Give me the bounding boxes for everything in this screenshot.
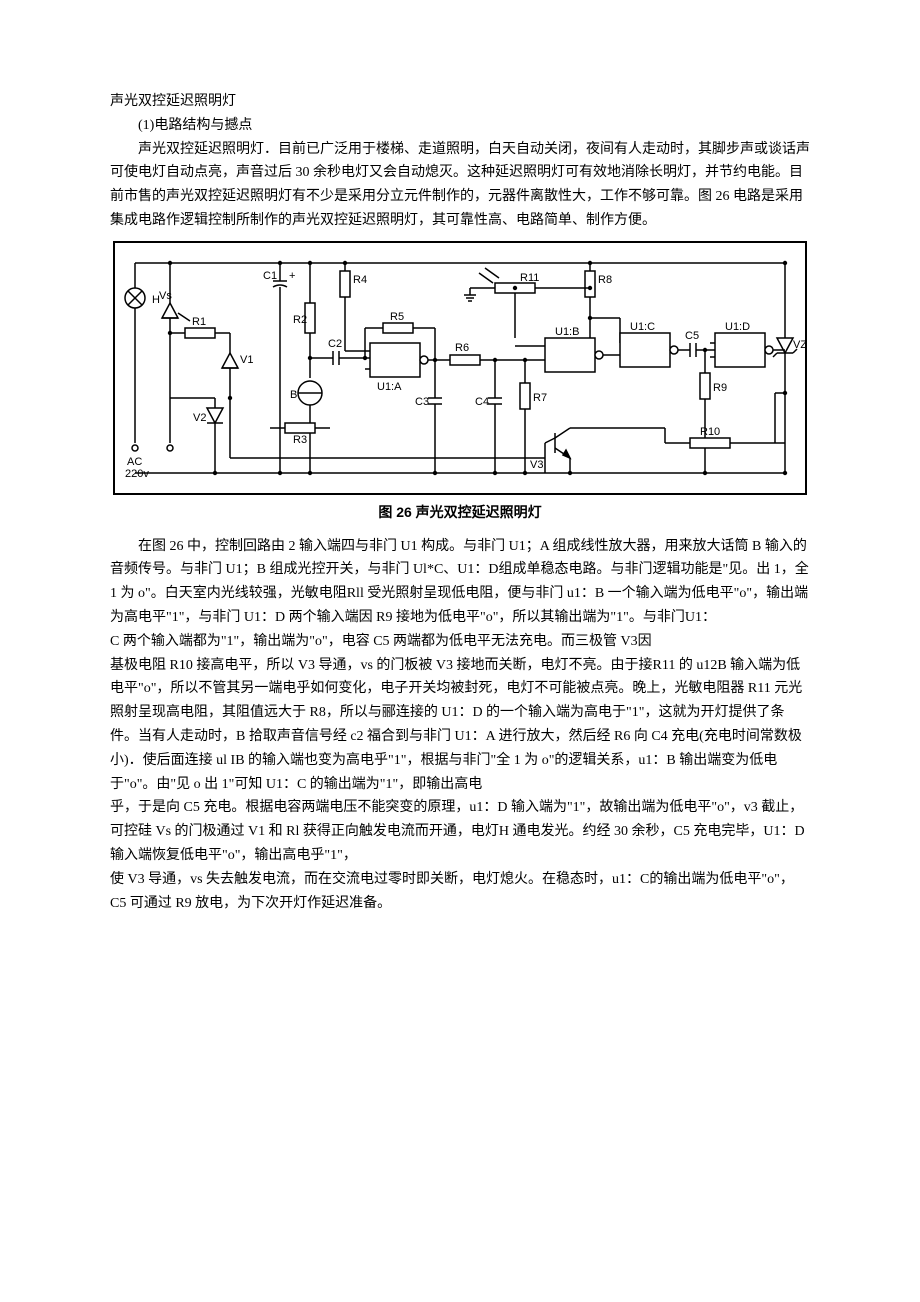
para-1: 声光双控延迟照明灯．目前已广泛用于楼梯、走道照明，白天自动关闭，夜间有人走动时，… [110, 138, 810, 233]
svg-text:U1:A: U1:A [377, 381, 402, 393]
svg-text:R8: R8 [598, 274, 612, 286]
svg-text:C2: C2 [328, 338, 342, 350]
figure-caption: 图 26 声光双控延迟照明灯 [110, 501, 810, 525]
svg-text:R5: R5 [390, 311, 404, 323]
svg-text:R6: R6 [455, 342, 469, 354]
svg-text:R1: R1 [192, 316, 206, 328]
para-3: C 两个输入端都为"1"，输出端为"o"，电容 C5 两端都为低电平无法充电。而… [110, 630, 810, 654]
para-2: 在图 26 中，控制回路由 2 输入端四与非门 U1 构成。与非门 U1；A 组… [110, 535, 810, 630]
para-6: 使 V3 导通，vs 失去触发电流，而在交流电过零时即关断，电灯熄火。在稳态时，… [110, 868, 810, 916]
svg-text:+: + [289, 270, 295, 282]
svg-text:R10: R10 [700, 426, 720, 438]
svg-text:R7: R7 [533, 392, 547, 404]
svg-text:U1:B: U1:B [555, 326, 579, 338]
svg-text:VZ: VZ [793, 339, 807, 351]
svg-text:V1: V1 [240, 354, 253, 366]
svg-text:V3: V3 [530, 459, 543, 471]
svg-text:R9: R9 [713, 382, 727, 394]
svg-text:V2: V2 [193, 412, 206, 424]
svg-text:B: B [290, 389, 297, 401]
svg-text:U1:D: U1:D [725, 321, 750, 333]
svg-text:R4: R4 [353, 274, 367, 286]
subtitle: (1)电路结构与撼点 [110, 114, 810, 138]
para-5: 乎，于是向 C5 充电。根据电容两端电压不能突变的原理，u1：D 输入端为"1"… [110, 796, 810, 867]
svg-text:Vs: Vs [159, 290, 172, 302]
doc-title: 声光双控延迟照明灯 [110, 90, 810, 114]
svg-text:220v: 220v [125, 468, 149, 480]
svg-text:C1: C1 [263, 270, 277, 282]
para-4: 基极电阻 R10 接高电平，所以 V3 导通，vs 的门板被 V3 接地而关断，… [110, 654, 810, 797]
svg-text:C4: C4 [475, 396, 489, 408]
svg-text:C3: C3 [415, 396, 429, 408]
svg-text:R2: R2 [293, 314, 307, 326]
svg-text:R11: R11 [520, 272, 539, 284]
svg-text:U1:C: U1:C [630, 321, 655, 333]
svg-text:R3: R3 [293, 434, 307, 446]
svg-text:C5: C5 [685, 330, 699, 342]
figure-26: H AC 220v Vs R1 V1 V2 [110, 241, 810, 495]
svg-text:AC: AC [127, 456, 142, 468]
